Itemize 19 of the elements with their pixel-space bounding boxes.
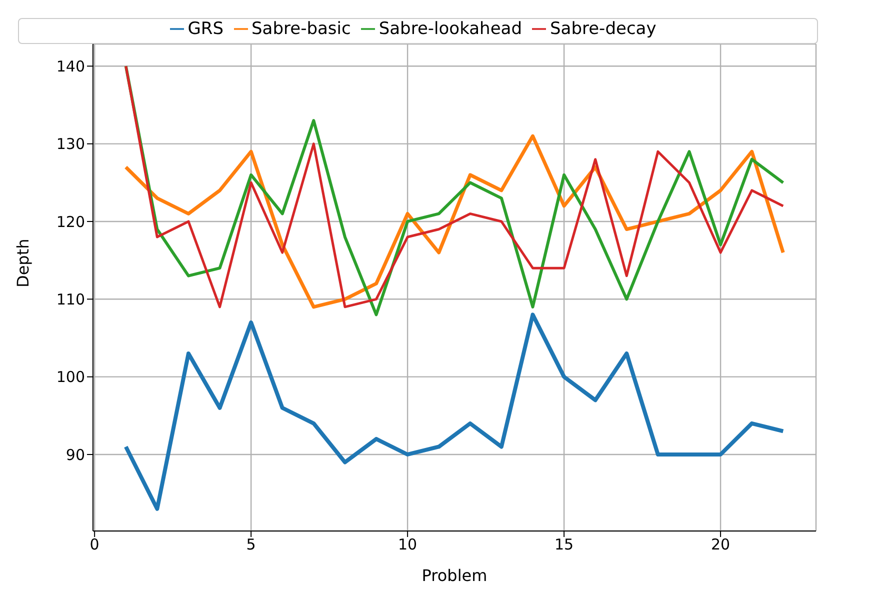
y-tick-label: 120 <box>56 212 85 231</box>
line-series <box>124 134 785 309</box>
x-tick-label: 0 <box>90 536 100 554</box>
x-tick-label: 10 <box>398 536 418 554</box>
x-axis-title: Problem <box>422 566 488 585</box>
x-tick-label: 20 <box>710 536 730 554</box>
x-tick-label: 15 <box>554 536 574 554</box>
legend-label: Sabre-lookahead <box>378 19 522 39</box>
y-tick-label: 140 <box>56 57 85 76</box>
y-tick-label: 110 <box>56 290 85 308</box>
y-tick-label: 130 <box>56 135 85 154</box>
legend-label: Sabre-basic <box>252 19 351 39</box>
legend-label: GRS <box>188 19 224 39</box>
y-tick-label: 90 <box>66 446 85 464</box>
y-tick-label: 100 <box>56 368 85 386</box>
x-tick-label: 5 <box>246 536 256 554</box>
legend-label: Sabre-decay <box>550 19 656 39</box>
y-axis-title: Depth <box>14 238 33 288</box>
line-series <box>124 312 786 511</box>
